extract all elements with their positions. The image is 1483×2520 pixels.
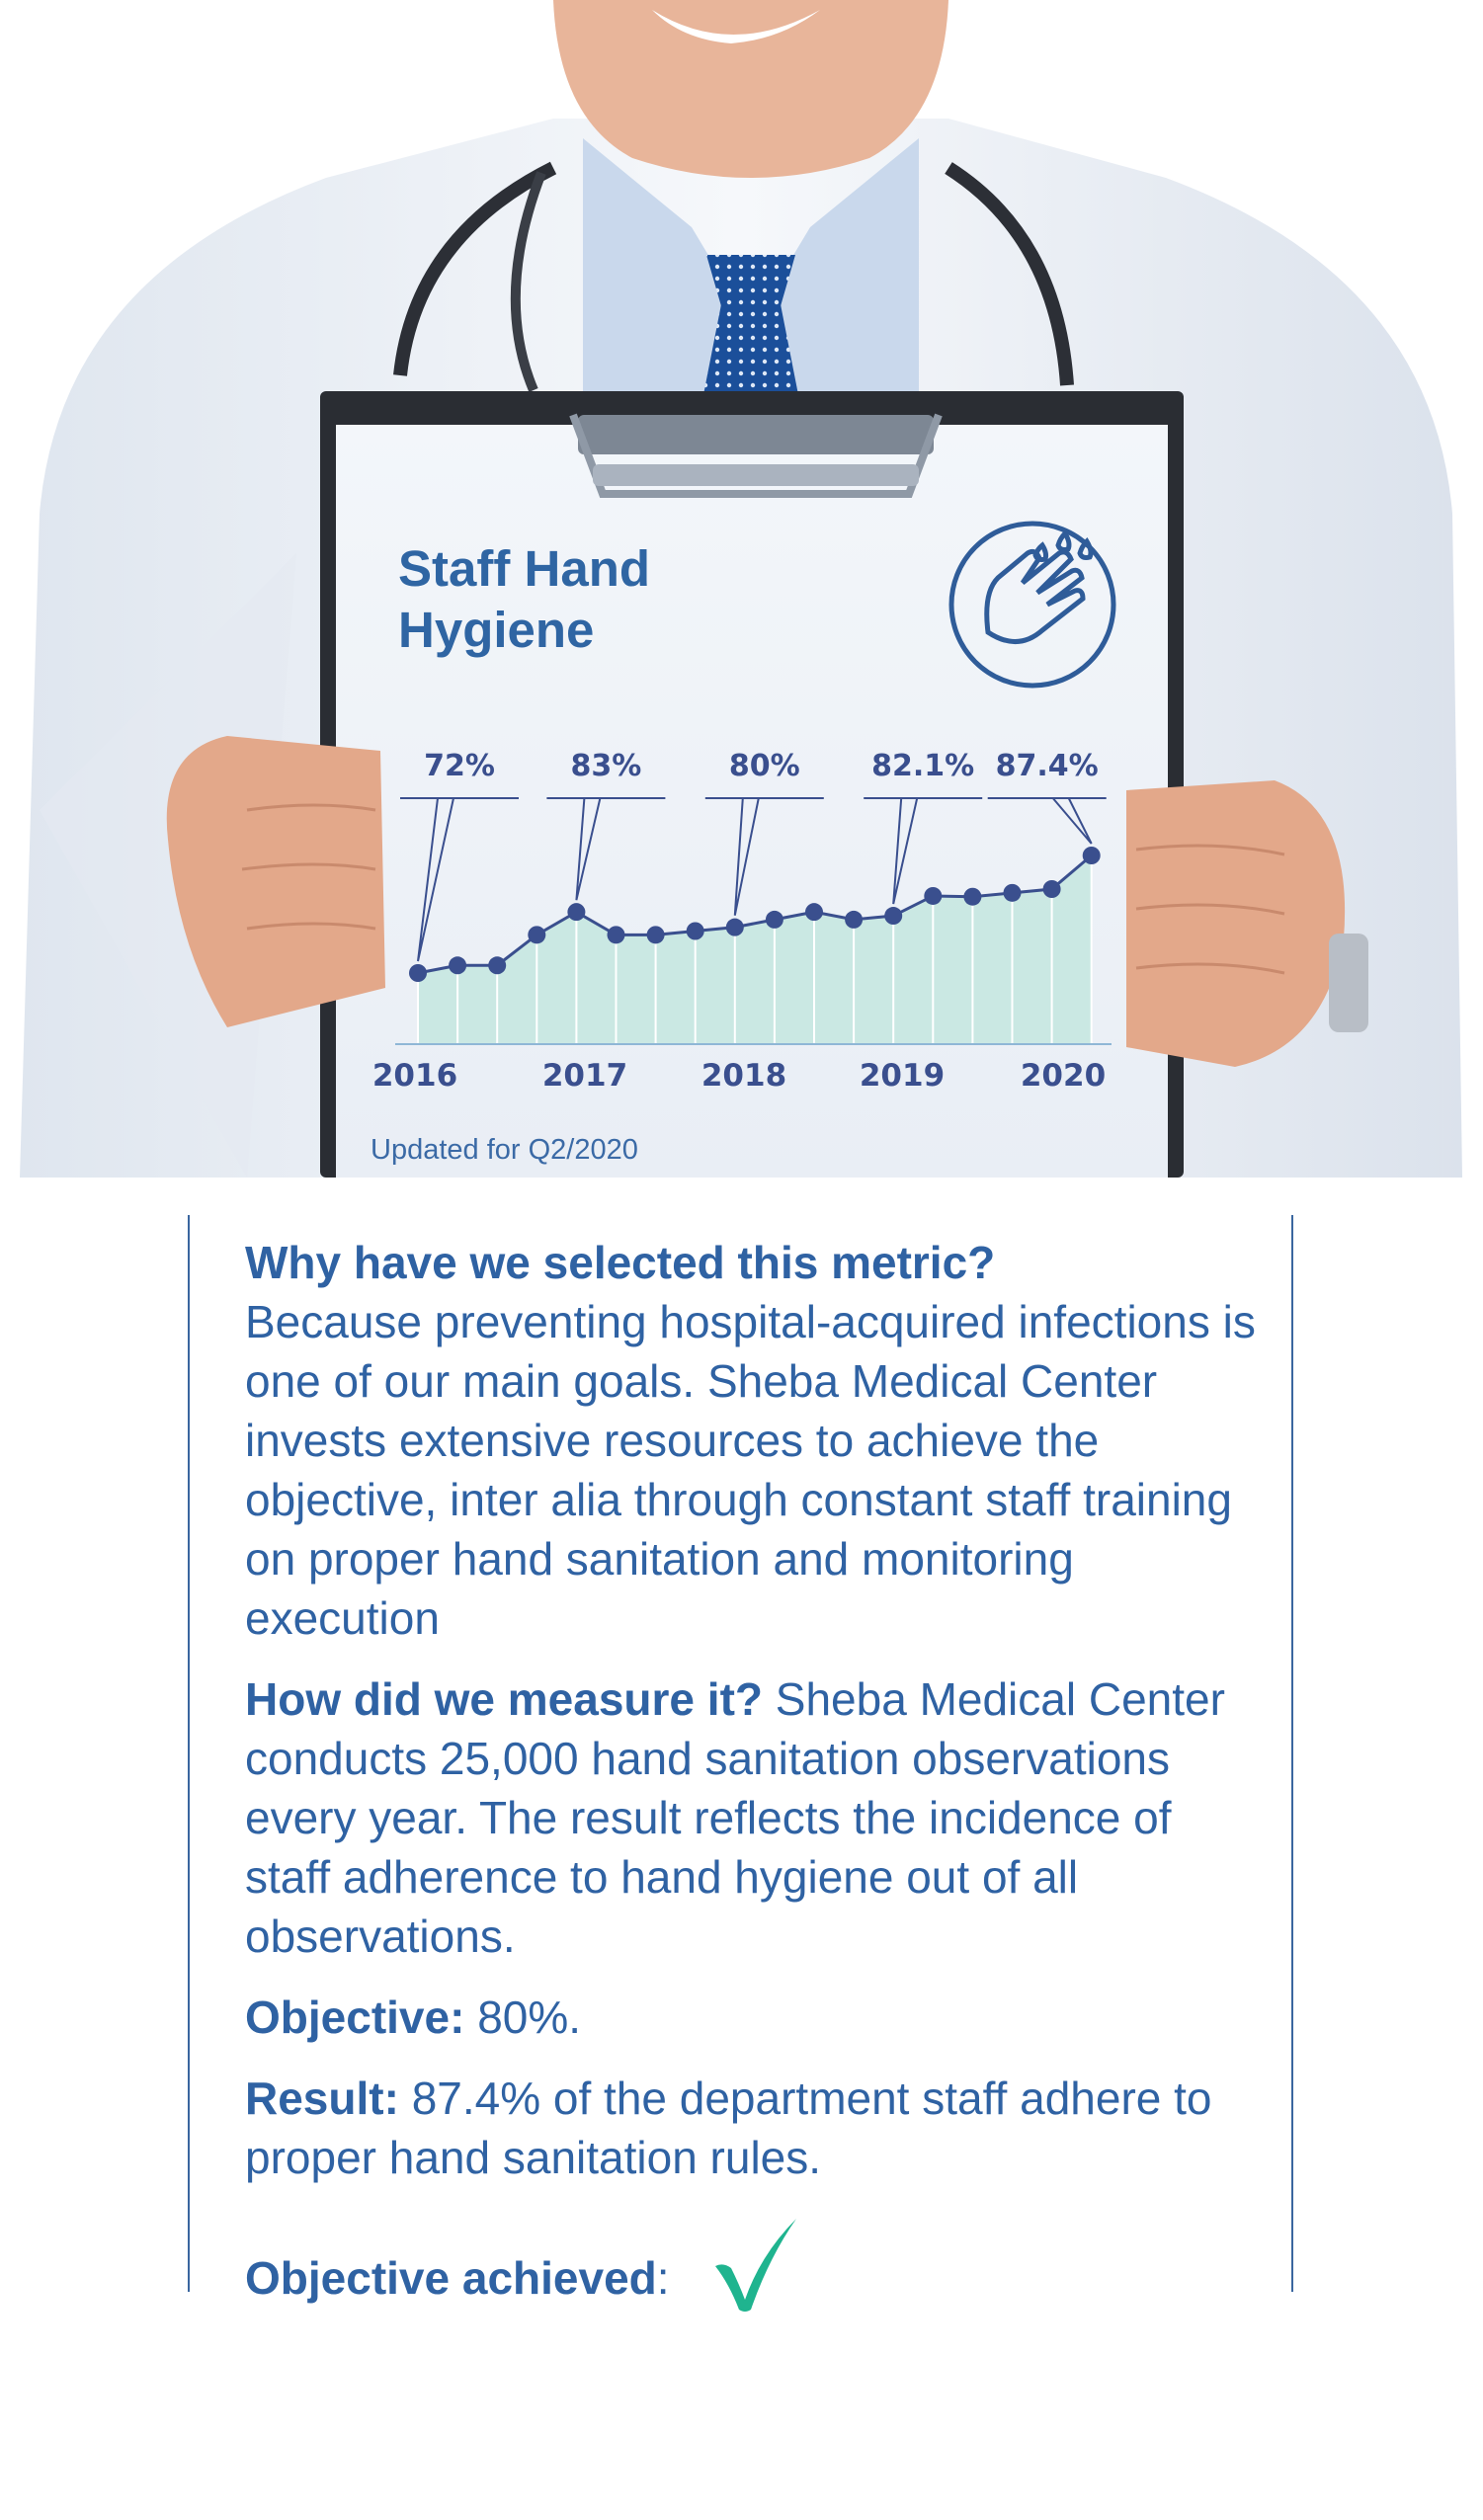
chart-area	[418, 855, 1092, 1044]
data-point	[488, 956, 507, 975]
x-tick-label: 2019	[860, 1058, 945, 1094]
objective-value: 80%.	[477, 1992, 582, 2043]
metric-description-panel: Why have we selected this metric? Becaus…	[188, 1215, 1293, 2312]
data-point	[765, 910, 783, 929]
result-label: Result:	[245, 2073, 399, 2124]
x-tick-label: 2018	[701, 1058, 786, 1094]
callout-label: 87.4%	[996, 749, 1099, 783]
callout-label: 80%	[729, 749, 800, 783]
x-tick-label: 2020	[1021, 1058, 1106, 1094]
callout-pointer	[575, 797, 602, 901]
data-point	[845, 910, 864, 929]
hand-washing-icon	[948, 521, 1116, 689]
achieved-colon: :	[656, 2252, 670, 2304]
data-point	[1082, 847, 1101, 864]
data-point	[884, 907, 903, 926]
callout-pointer	[733, 797, 760, 916]
question-why: Why have we selected this metric? Becaus…	[245, 1233, 1263, 1648]
why-body: Because preventing hospital-acquired inf…	[245, 1296, 1256, 1644]
data-point	[805, 903, 823, 922]
objective-label: Objective:	[245, 1992, 465, 2043]
x-tick-label: 2017	[542, 1058, 627, 1094]
hygiene-line-chart: 72% 83% 80% 82.1% 87.4% 2016 2017 2018 2019 2020	[372, 749, 1112, 1094]
callout-pointer	[892, 797, 919, 905]
checkmark-icon	[714, 2219, 796, 2312]
callout-label: 82.1%	[871, 749, 974, 783]
question-how: How did we measure it? Sheba Medical Cen…	[245, 1669, 1263, 1966]
how-body: Sheba Medical Center conducts 25,000 han…	[245, 1673, 1225, 1962]
data-point	[409, 964, 427, 982]
chart-title: Staff Hand Hygiene	[398, 540, 650, 658]
chart-footnote: Updated for Q2/2020	[371, 1134, 638, 1166]
x-tick-label: 2016	[372, 1058, 457, 1094]
callout-label: 72%	[424, 749, 495, 783]
data-point	[646, 926, 665, 944]
data-point	[1042, 880, 1061, 898]
data-point	[528, 926, 546, 944]
callout-pointer	[417, 797, 454, 962]
how-heading: How did we measure it?	[245, 1673, 763, 1725]
data-point	[963, 887, 982, 906]
data-point	[924, 886, 943, 905]
result-value: 87.4% of the department staff adhere to …	[245, 2073, 1212, 2183]
data-point	[567, 903, 586, 922]
data-point	[449, 956, 467, 975]
data-point	[1003, 883, 1022, 902]
objective-line: Objective: 80%.	[245, 1988, 1263, 2047]
data-point	[725, 918, 744, 936]
objective-achieved-line: Objective achieved:	[245, 2209, 1263, 2312]
callout-label: 83%	[570, 749, 641, 783]
result-line: Result: 87.4% of the department staff ad…	[245, 2069, 1263, 2187]
why-heading: Why have we selected this metric?	[245, 1237, 996, 1288]
data-point	[686, 922, 704, 940]
callout-pointer	[1051, 797, 1093, 845]
data-point	[607, 926, 625, 944]
achieved-label: Objective achieved	[245, 2252, 657, 2304]
